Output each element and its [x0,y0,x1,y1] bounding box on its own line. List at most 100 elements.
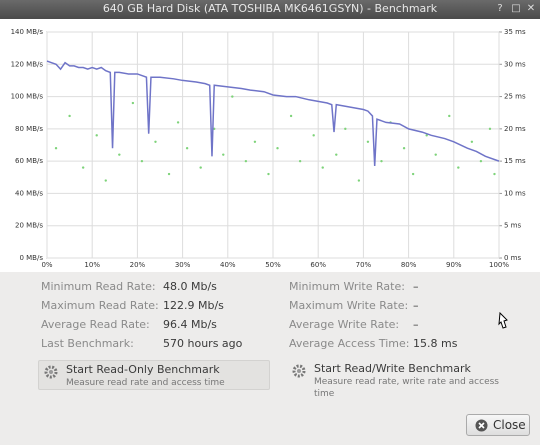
access-time-point [118,153,121,156]
stat-value: – [413,280,419,293]
stat-label: Minimum Write Rate: [289,280,405,293]
close-x-button[interactable]: ✕ [526,3,536,14]
y2-tick-label: 10 ms [504,189,526,197]
access-time-point [185,147,189,150]
access-time-point [276,147,279,150]
x-tick-label: 20% [130,261,146,269]
access-time-point [95,134,98,137]
help-button[interactable]: ? [497,3,503,14]
access-time-point [104,179,107,182]
x-tick-label: 90% [446,261,462,269]
x-tick-label: 50% [265,261,281,269]
access-time-point [267,172,270,176]
y-tick-label: 140 MB/s [11,28,44,36]
window-title: 640 GB Hard Disk (ATA TOSHIBA MK6461GSYN… [102,2,438,15]
stat-label: Maximum Read Rate: [41,299,159,312]
title-bar: 640 GB Hard Disk (ATA TOSHIBA MK6461GSYN… [0,0,540,19]
access-time-point [298,159,302,163]
access-time-point [312,134,315,137]
access-time-point [411,172,415,176]
access-time-point [344,127,347,131]
read-write-button[interactable]: Start Read/Write Benchmark Measure read … [287,360,512,400]
access-time-point [366,140,370,143]
x-tick-label: 60% [310,261,326,269]
button-title: Start Read-Only Benchmark [66,363,220,376]
access-time-point [213,127,216,131]
access-time-point [380,159,383,163]
access-time-point [457,166,460,169]
x-tick-label: 0% [41,261,52,269]
stat-label: Last Benchmark: [41,337,134,350]
button-description: Measure read rate and access time [66,378,225,388]
gear-icon [44,365,58,379]
access-time-point [289,114,293,118]
y2-tick-label: 30 ms [504,60,526,68]
access-time-point [244,159,248,163]
y2-tick-label: 0 ms [504,254,521,262]
y2-tick-label: 25 ms [504,93,526,101]
stat-label: Average Write Rate: [289,318,400,331]
stat-label: Average Access Time: [289,337,410,350]
y-tick-label: 100 MB/s [11,93,44,101]
close-icon [475,419,488,432]
access-time-point [253,140,257,143]
stat-value: 15.8 ms [413,337,458,350]
access-time-point [470,140,474,143]
access-time-point [199,166,202,169]
stat-label: Minimum Read Rate: [41,280,156,293]
access-time-point [131,101,135,105]
x-tick-label: 80% [401,261,417,269]
button-title: Start Read/Write Benchmark [314,362,471,375]
y-tick-label: 120 MB/s [11,60,44,68]
access-time-point [68,114,71,118]
read-only-button[interactable]: Start Read-Only Benchmark Measure read r… [38,360,270,390]
y-tick-label: 80 MB/s [15,125,43,133]
x-tick-label: 10% [84,261,100,269]
mouse-cursor [498,312,508,329]
access-time-point [321,166,324,169]
chart-background [0,19,540,272]
access-time-point [434,153,437,156]
access-time-point [402,147,406,150]
stat-value: – [413,299,419,312]
y2-tick-label: 20 ms [504,125,526,133]
access-time-point [54,147,58,150]
y-tick-label: 60 MB/s [15,157,43,165]
stat-label: Average Read Rate: [41,318,150,331]
y2-tick-label: 15 ms [504,157,526,165]
gear-icon [292,364,306,378]
stat-value: 48.0 Mb/s [163,280,217,293]
read-rate-line [46,60,500,167]
access-time-point [231,95,234,98]
access-time-point [140,159,144,163]
close-button[interactable]: Close [466,414,530,436]
y-tick-label: 40 MB/s [15,189,43,197]
access-time-point [479,159,483,163]
y-tick-label: 0 MB/s [19,254,43,262]
access-time-point [222,153,225,156]
access-time-point [176,121,180,124]
maximize-button[interactable]: □ [511,3,521,14]
access-time-point [493,172,496,176]
chart: 0 MB/s 20 MB/s 40 MB/s 60 MB/s 80 MB/s 100 MB… [0,19,540,272]
stat-value: 570 hours ago [163,337,243,350]
y2-tick-label: 35 ms [504,28,526,36]
access-time-point [425,134,428,137]
close-label: Close [493,418,526,432]
access-time-point [167,172,171,176]
access-time-point [448,114,451,118]
x-tick-label: 30% [175,261,191,269]
y2-tick-label: 5 ms [504,222,521,230]
x-tick-label: 40% [220,261,236,269]
access-time-point [154,140,157,143]
y-tick-label: 20 MB/s [15,222,43,230]
stat-value: 122.9 Mb/s [163,299,224,312]
access-time-point [488,127,492,131]
stat-label: Maximum Write Rate: [289,299,409,312]
x-tick-label: 100% [489,261,509,269]
x-tick-label: 70% [356,261,372,269]
stat-value: 96.4 Mb/s [163,318,217,331]
stat-value: – [413,318,419,331]
access-time-point [357,179,361,182]
